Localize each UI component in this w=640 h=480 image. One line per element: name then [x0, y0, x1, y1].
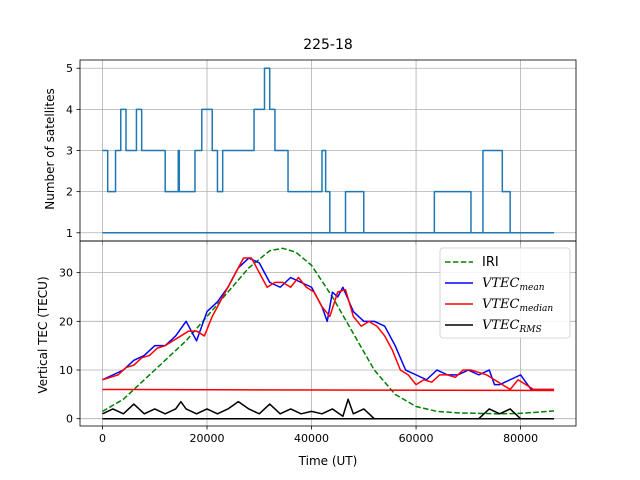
- legend-entry: IRI: [482, 255, 499, 270]
- y-tick-label: 2: [66, 186, 73, 199]
- y-tick-label: 3: [66, 145, 73, 158]
- series-line-1-4: [102, 388, 555, 392]
- bottom-y-axis-label: Vertical TEC (TECU): [36, 276, 50, 393]
- series-line-vtec-median: [102, 257, 555, 391]
- x-tick-label: 60000: [399, 432, 434, 445]
- top-y-axis-label: Number of satellites: [43, 88, 57, 209]
- legend-entry: VTECmean: [482, 276, 545, 293]
- x-axis-label: Time (UT): [298, 454, 358, 468]
- axes-frame: [79, 240, 577, 427]
- x-tick-label: 20000: [190, 432, 225, 445]
- legend-box: [439, 247, 571, 339]
- bottom-axes: 0 10 20 30 0 20000 40000 60000 80000: [59, 240, 577, 445]
- x-tick-label: 0: [99, 432, 106, 445]
- y-tick-label: 30: [59, 267, 73, 280]
- y-tick-label: 10: [59, 364, 73, 377]
- y-tick-label: 5: [66, 62, 73, 75]
- y-tick-label: 20: [59, 315, 73, 328]
- y-tick-label: 1: [66, 227, 73, 240]
- series-line-vtec-mean: [102, 257, 555, 391]
- legend: IRI VTECmean VTECmedian VTECRMS: [439, 247, 571, 339]
- x-tick-label: 40000: [294, 432, 329, 445]
- y-tick-label: 4: [66, 103, 73, 116]
- legend-entry: VTECmedian: [482, 297, 553, 314]
- series-line-iri: [102, 247, 555, 415]
- chart-title: 225-18: [303, 37, 353, 53]
- x-tick-label: 80000: [503, 432, 538, 445]
- legend-entry: VTECRMS: [482, 318, 542, 335]
- y-tick-label: 0: [66, 413, 73, 426]
